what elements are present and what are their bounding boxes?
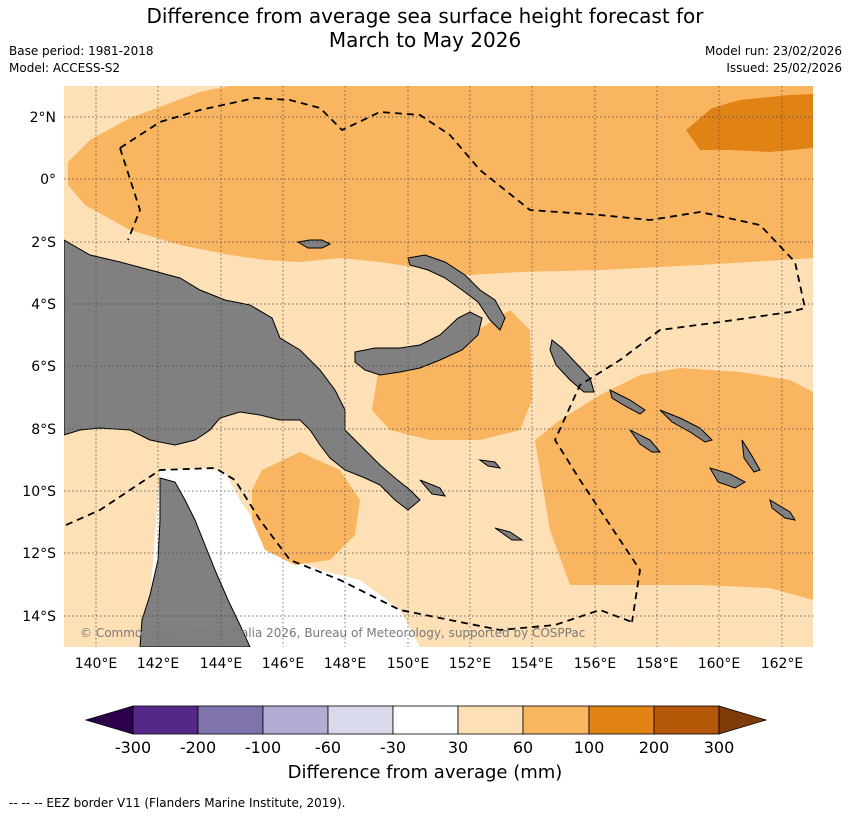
base-period: Base period: 1981-2018 bbox=[9, 44, 154, 58]
land-solomon-islands bbox=[609, 389, 797, 521]
land-cape-york bbox=[139, 477, 251, 647]
land-new-ireland bbox=[407, 254, 506, 331]
colorbar-extend-high bbox=[718, 705, 768, 735]
colorbar-bin-2 bbox=[197, 705, 264, 735]
meta-right: Model run: 23/02/2026 Issued: 25/02/2026 bbox=[705, 43, 842, 77]
ocean-60-100-north-band bbox=[68, 86, 813, 275]
lon-label-162e: 162°E bbox=[761, 656, 804, 672]
lat-label-12s: 12°S bbox=[22, 546, 56, 562]
colorbar-title: Difference from average (mm) bbox=[288, 762, 563, 783]
lat-label-8s: 8°S bbox=[31, 422, 56, 438]
lon-label-158e: 158°E bbox=[636, 656, 679, 672]
eez-borders bbox=[65, 97, 807, 631]
lon-label-148e: 148°E bbox=[324, 656, 367, 672]
lat-label-2n: 2°N bbox=[30, 110, 56, 126]
issued-date: Issued: 25/02/2026 bbox=[726, 61, 842, 75]
title-line-1: Difference from average sea surface heig… bbox=[146, 4, 704, 28]
lon-label-150e: 150°E bbox=[387, 656, 430, 672]
colorbar-label: 100 bbox=[574, 738, 605, 757]
land-new-guinea bbox=[64, 239, 421, 511]
lon-label-160e: 160°E bbox=[698, 656, 741, 672]
lat-tick-labels: 2°N 0° 2°S 4°S 6°S 8°S 10°S 12°S 14°S bbox=[22, 110, 56, 625]
ocean-60-100-central bbox=[372, 310, 532, 440]
map-area: © Commonwealth of Australia 2026, Bureau… bbox=[64, 86, 813, 647]
colorbar-label: -60 bbox=[315, 738, 341, 757]
lat-label-2s: 2°S bbox=[31, 235, 56, 251]
lat-label-6s: 6°S bbox=[31, 359, 56, 375]
colorbar-bin-3 bbox=[262, 705, 329, 735]
colorbar-label: -300 bbox=[115, 738, 151, 757]
lat-label-14s: 14°S bbox=[22, 609, 56, 625]
meta-left: Base period: 1981-2018 Model: ACCESS-S2 bbox=[9, 43, 154, 77]
colorbar-label: 30 bbox=[448, 738, 468, 757]
colorbar: -300 -200 -100 -60 -30 30 60 100 200 300… bbox=[84, 705, 768, 783]
colorbar-extend-low bbox=[84, 705, 134, 735]
lat-label-10s: 10°S bbox=[22, 484, 56, 500]
lat-label-0: 0° bbox=[40, 172, 56, 188]
ocean-60-100-southwest bbox=[252, 452, 360, 565]
lon-label-154e: 154°E bbox=[511, 656, 554, 672]
colorbar-bin-8 bbox=[588, 705, 655, 735]
lon-label-146e: 146°E bbox=[262, 656, 305, 672]
colorbar-bin-7 bbox=[522, 705, 590, 735]
land-manus bbox=[296, 239, 332, 249]
copyright-notice: © Commonwealth of Australia 2026, Bureau… bbox=[80, 626, 585, 640]
lon-label-142e: 142°E bbox=[137, 656, 180, 672]
colorbar-bin-6 bbox=[457, 705, 524, 735]
colorbar-bin-9 bbox=[653, 705, 720, 735]
colorbar-label: 200 bbox=[639, 738, 670, 757]
lon-label-156e: 156°E bbox=[574, 656, 617, 672]
ocean-60-100-east bbox=[535, 368, 813, 600]
colorbar-label: -30 bbox=[380, 738, 406, 757]
colorbar-bin-5 bbox=[392, 705, 459, 735]
colorbar-label: 60 bbox=[513, 738, 533, 757]
lat-label-4s: 4°S bbox=[31, 297, 56, 313]
land-new-britain bbox=[354, 311, 483, 376]
eez-footnote: -- -- -- EEZ border V11 (Flanders Marine… bbox=[9, 796, 346, 810]
gridlines bbox=[64, 86, 813, 647]
model-name: Model: ACCESS-S2 bbox=[9, 61, 121, 75]
lon-tick-labels: 140°E 142°E 144°E 146°E 148°E 150°E 152°… bbox=[75, 656, 804, 672]
lon-label-152e: 152°E bbox=[449, 656, 492, 672]
model-run: Model run: 23/02/2026 bbox=[704, 44, 842, 58]
colorbar-label: -100 bbox=[245, 738, 281, 757]
colorbar-label: -200 bbox=[180, 738, 216, 757]
title-line-2: March to May 2026 bbox=[328, 28, 522, 52]
colorbar-label: 300 bbox=[704, 738, 735, 757]
map-title: Difference from average sea surface heig… bbox=[0, 4, 850, 52]
land-islands-southeast bbox=[419, 459, 524, 541]
colorbar-bin-4 bbox=[327, 705, 394, 735]
ocean-100-200-northeast bbox=[686, 94, 813, 152]
colorbar-bin-1 bbox=[132, 705, 199, 735]
lon-label-144e: 144°E bbox=[200, 656, 243, 672]
lon-label-140e: 140°E bbox=[75, 656, 118, 672]
